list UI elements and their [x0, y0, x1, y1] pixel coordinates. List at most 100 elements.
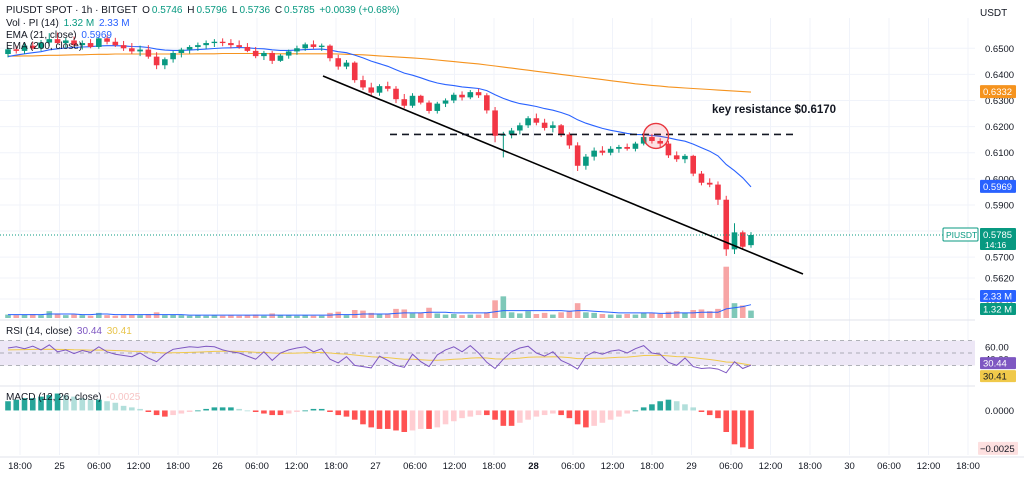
- macd-histogram-bar: [302, 410, 308, 412]
- volume-bar: [616, 314, 622, 318]
- volume-bar: [46, 311, 53, 318]
- volume-bar: [96, 312, 102, 318]
- volume-bar: [508, 312, 515, 318]
- volume-value: 1.32 M: [63, 18, 95, 29]
- volume-bar: [525, 311, 531, 318]
- rsi-label: RSI (14, close): [6, 326, 73, 337]
- volume-bar: [252, 314, 259, 318]
- macd-histogram-bar: [731, 410, 738, 445]
- symbol-line[interactable]: PIUSDT SPOT · 1h · BITGET: [6, 5, 138, 16]
- candle-body: [46, 39, 53, 43]
- symbol-badge: [942, 227, 979, 242]
- volume-bar: [632, 314, 639, 318]
- candle-body: [29, 45, 36, 49]
- volume-bar: [591, 312, 597, 318]
- candle-body: [120, 45, 127, 49]
- time-tick-label: 12:00: [127, 461, 151, 472]
- last-price-badge-text: 0.5785: [983, 230, 1012, 241]
- volume-bar: [38, 315, 44, 318]
- price-tick-label: 0.5700: [985, 253, 1014, 264]
- time-tick-label: 18:00: [640, 461, 664, 472]
- candle-body: [277, 55, 284, 61]
- annotation-text: key resistance $0.6170: [712, 104, 836, 116]
- candle-body: [624, 146, 630, 149]
- candle-body: [178, 49, 185, 53]
- volume-bar: [285, 315, 292, 318]
- volume-bar: [104, 315, 110, 318]
- volume-bar: [426, 307, 432, 318]
- macd-histogram-bar: [393, 410, 399, 431]
- macd-histogram-bar: [129, 407, 135, 411]
- candle-body: [310, 44, 317, 47]
- ema21-value: 0.5969: [81, 30, 112, 41]
- volume-bar: [541, 312, 548, 318]
- candle-body: [591, 150, 597, 157]
- candle-body: [153, 56, 160, 66]
- volume-bar: [129, 314, 135, 318]
- time-tick-label: 12:00: [917, 461, 941, 472]
- macd-histogram-bar: [657, 401, 663, 411]
- ema21-legend[interactable]: EMA (21, close) 0.5969: [6, 30, 114, 42]
- price-badge-text: 0.5969: [983, 182, 1012, 193]
- volume-legend[interactable]: Vol · PI (14) 1.32 M 2.33 M: [6, 18, 132, 30]
- macd-histogram-bar: [409, 410, 416, 431]
- rsi-ma-badge: [980, 370, 1016, 383]
- candle-body: [5, 49, 11, 55]
- volume-bar: [657, 314, 663, 318]
- candle-body: [21, 45, 28, 51]
- macd-histogram-bar: [682, 404, 688, 411]
- ema200-legend[interactable]: EMA (200, close): [6, 41, 84, 53]
- macd-legend[interactable]: MACD (12, 26, close) -0.0025: [6, 392, 142, 404]
- volume-bar: [640, 312, 647, 318]
- volume-bar: [368, 312, 375, 318]
- candle-body: [558, 125, 564, 135]
- macd-histogram-bar: [219, 407, 226, 411]
- candle-body: [583, 156, 589, 166]
- candle-body: [71, 40, 77, 46]
- macd-histogram-bar: [723, 410, 730, 432]
- volume-bar: [384, 313, 391, 318]
- macd-histogram-bar: [38, 396, 44, 411]
- candle-body: [343, 62, 350, 67]
- macd-histogram-bar: [591, 410, 597, 426]
- candle-body: [129, 48, 135, 52]
- macd-histogram-bar: [525, 410, 531, 420]
- volume-bar: [583, 312, 589, 318]
- volume-bar: [451, 314, 457, 318]
- macd-histogram-bar: [698, 410, 705, 412]
- macd-histogram-bar: [327, 410, 333, 412]
- candle-body: [236, 45, 242, 47]
- price-badge: [980, 85, 1016, 99]
- time-tick-label: 18:00: [482, 461, 506, 472]
- macd-badge: [978, 441, 1018, 455]
- price-tick-label: 0.6200: [985, 122, 1014, 133]
- candle-body: [62, 40, 69, 44]
- macd-label: MACD (12, 26, close): [6, 392, 102, 403]
- rsi-line: [7, 344, 752, 374]
- rsi-legend[interactable]: RSI (14, close) 30.44 30.41: [6, 326, 134, 338]
- macd-histogram-bar: [384, 410, 391, 429]
- time-tick-label: 06:00: [245, 461, 269, 472]
- volume-bar: [459, 315, 465, 318]
- macd-histogram-bar: [54, 393, 61, 411]
- candle-body: [492, 110, 498, 136]
- candle-body: [715, 184, 721, 200]
- macd-histogram-bar: [632, 410, 639, 412]
- time-tick-label: 06:00: [719, 461, 743, 472]
- volume-bar: [467, 314, 474, 318]
- rsi-badge-text: 30.44: [983, 359, 1007, 370]
- volume-bar: [475, 314, 482, 318]
- volume-bar: [500, 296, 507, 318]
- volume-bar: [624, 314, 630, 318]
- volume-bar: [599, 314, 606, 318]
- volume-bar: [186, 315, 193, 318]
- ema200-label: EMA (200, close): [6, 41, 83, 52]
- candle-body: [401, 99, 408, 106]
- candle-body: [219, 41, 226, 44]
- macd-histogram-bar: [120, 405, 127, 411]
- volume-bar: [533, 314, 540, 318]
- macd-value: -0.0025: [106, 392, 141, 403]
- macd-histogram-bar: [137, 408, 143, 411]
- candle-body: [566, 134, 573, 146]
